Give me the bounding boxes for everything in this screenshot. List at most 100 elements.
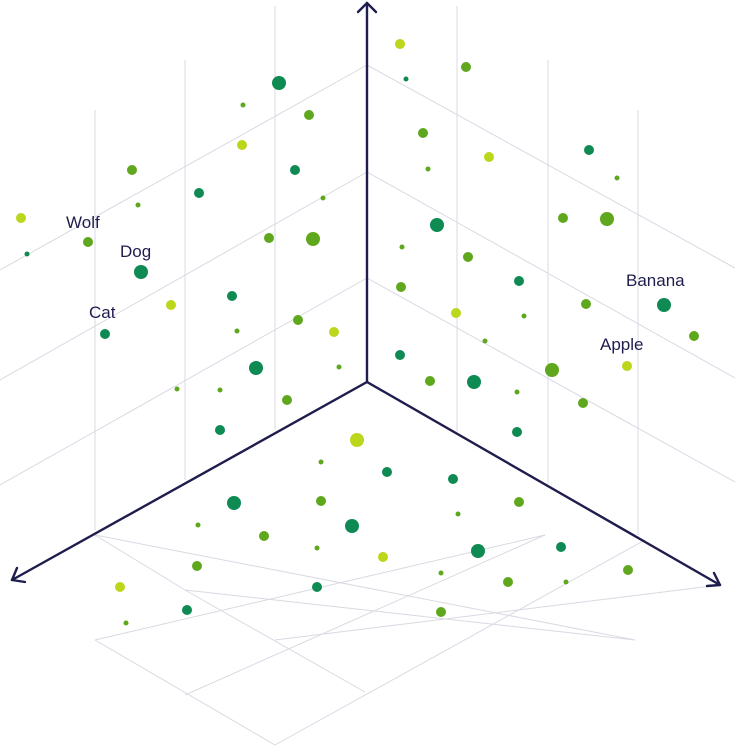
data-point (345, 519, 359, 533)
label-wolf: Wolf (66, 213, 100, 232)
axes (10, 1, 722, 588)
grid-line (94, 639, 276, 746)
grid-line (274, 584, 721, 641)
data-point (312, 582, 322, 592)
grid-line (366, 171, 735, 379)
data-point (584, 145, 594, 155)
data-point (378, 552, 388, 562)
point-labels: Wolf Dog Cat Banana Apple (66, 213, 685, 354)
label-dog: Dog (120, 242, 151, 261)
label-banana: Banana (626, 271, 685, 290)
data-point (623, 565, 633, 575)
right-axis-arrowhead (705, 571, 722, 588)
data-point (227, 291, 237, 301)
data-point (16, 213, 26, 223)
data-point (237, 140, 247, 150)
data-point (350, 433, 364, 447)
grid-line (274, 539, 646, 746)
data-points (16, 39, 699, 626)
data-point (418, 128, 428, 138)
data-point (578, 398, 588, 408)
data-point (396, 282, 406, 292)
data-point (174, 386, 180, 392)
left-axis (10, 380, 369, 582)
data-point (336, 364, 342, 370)
data-point (425, 376, 435, 386)
vertical-axis-arrowhead (356, 1, 378, 14)
data-point (463, 252, 473, 262)
data-point (514, 276, 524, 286)
data-point (329, 327, 339, 337)
data-point (194, 188, 204, 198)
data-point (316, 496, 326, 506)
data-point (556, 542, 566, 552)
data-point (455, 511, 461, 517)
data-point (399, 244, 405, 250)
data-point (558, 213, 568, 223)
data-point (192, 561, 202, 571)
data-point (100, 329, 110, 339)
data-point (514, 389, 520, 395)
data-point (272, 76, 286, 90)
data-point (293, 315, 303, 325)
grid-line (0, 64, 368, 271)
data-point (581, 299, 591, 309)
data-point (600, 212, 614, 226)
label-apple: Apple (600, 335, 643, 354)
data-point (425, 166, 431, 172)
grid-line (0, 277, 368, 486)
data-point (134, 265, 148, 279)
label-cat: Cat (89, 303, 116, 322)
data-point (240, 102, 246, 108)
data-point (512, 427, 522, 437)
data-point (264, 233, 274, 243)
data-point (215, 425, 225, 435)
data-point (227, 496, 241, 510)
data-point (290, 165, 300, 175)
data-point (461, 62, 471, 72)
data-point (234, 328, 240, 334)
data-point (320, 195, 326, 201)
data-point (438, 570, 444, 576)
data-point (83, 237, 93, 247)
data-point (614, 175, 620, 181)
grid-line (184, 589, 636, 641)
data-point (482, 338, 488, 344)
data-point (127, 165, 137, 175)
data-point (182, 605, 192, 615)
data-point (521, 313, 527, 319)
data-point (395, 350, 405, 360)
data-point (166, 300, 176, 310)
data-point (259, 531, 269, 541)
data-point (436, 607, 446, 617)
grid-line (94, 534, 186, 591)
data-point (123, 620, 129, 626)
data-point (451, 308, 461, 318)
data-point (382, 467, 392, 477)
data-point (471, 544, 485, 558)
data-point (545, 363, 559, 377)
data-point (484, 152, 494, 162)
data-point (318, 459, 324, 465)
grid-line (94, 534, 636, 641)
data-point (195, 522, 201, 528)
grid-line (184, 589, 366, 693)
data-point (395, 39, 405, 49)
data-point (314, 545, 320, 551)
grid-lines (0, 6, 735, 746)
grid-line (366, 277, 735, 483)
data-point (115, 582, 125, 592)
left-axis-arrowhead (10, 566, 27, 584)
data-point (689, 331, 699, 341)
data-point (503, 577, 513, 587)
data-point (467, 375, 481, 389)
data-point (657, 298, 671, 312)
data-point (563, 579, 569, 585)
grid-line (366, 64, 735, 269)
data-point (448, 474, 458, 484)
data-point (135, 202, 141, 208)
grid-line (184, 534, 546, 696)
data-point (403, 76, 409, 82)
data-point (24, 251, 30, 257)
